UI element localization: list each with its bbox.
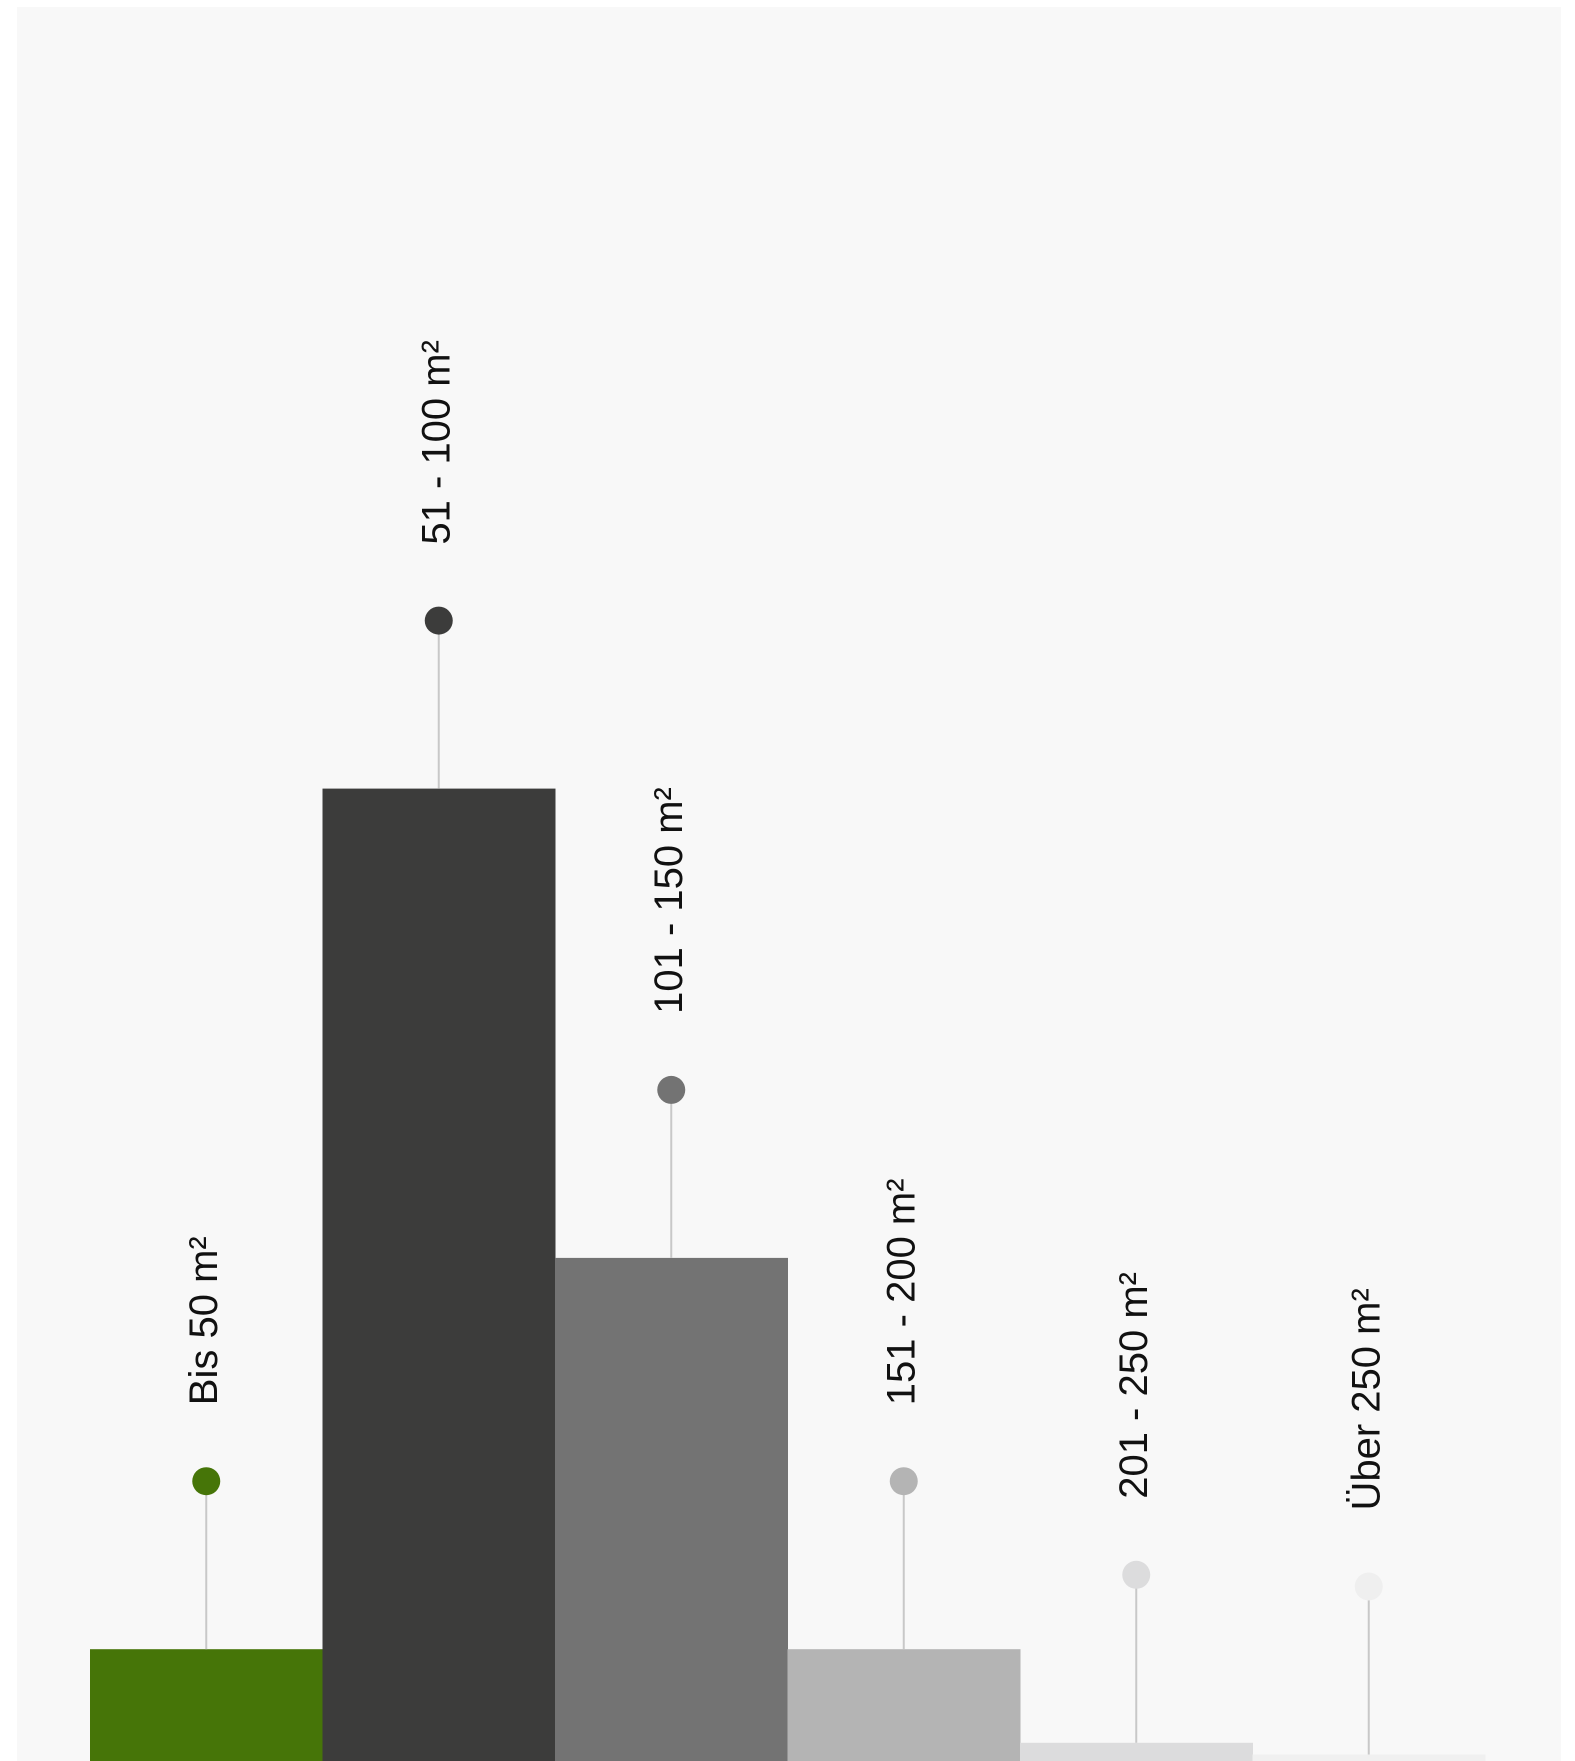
chart-panel	[17, 7, 1561, 1761]
bar-3	[787, 1649, 1021, 1761]
marker-0	[192, 1467, 221, 1496]
marker-3	[889, 1467, 918, 1496]
category-label-5: Über 250 m²	[1344, 1288, 1388, 1510]
marker-5	[1354, 1572, 1383, 1601]
bar-1	[322, 788, 556, 1761]
marker-1	[424, 606, 453, 635]
bar-5	[1252, 1754, 1486, 1761]
marker-4	[1122, 1560, 1151, 1589]
category-label-4: 201 - 250 m²	[1112, 1272, 1156, 1499]
bar-0	[90, 1649, 323, 1761]
bar-4	[1020, 1742, 1253, 1761]
category-label-3: 151 - 200 m²	[879, 1178, 923, 1405]
bar-2	[555, 1257, 788, 1761]
category-label-1: 51 - 100 m²	[414, 340, 458, 545]
category-label-2: 101 - 150 m²	[647, 787, 691, 1014]
marker-2	[657, 1075, 686, 1104]
category-label-0: Bis 50 m²	[182, 1236, 226, 1405]
